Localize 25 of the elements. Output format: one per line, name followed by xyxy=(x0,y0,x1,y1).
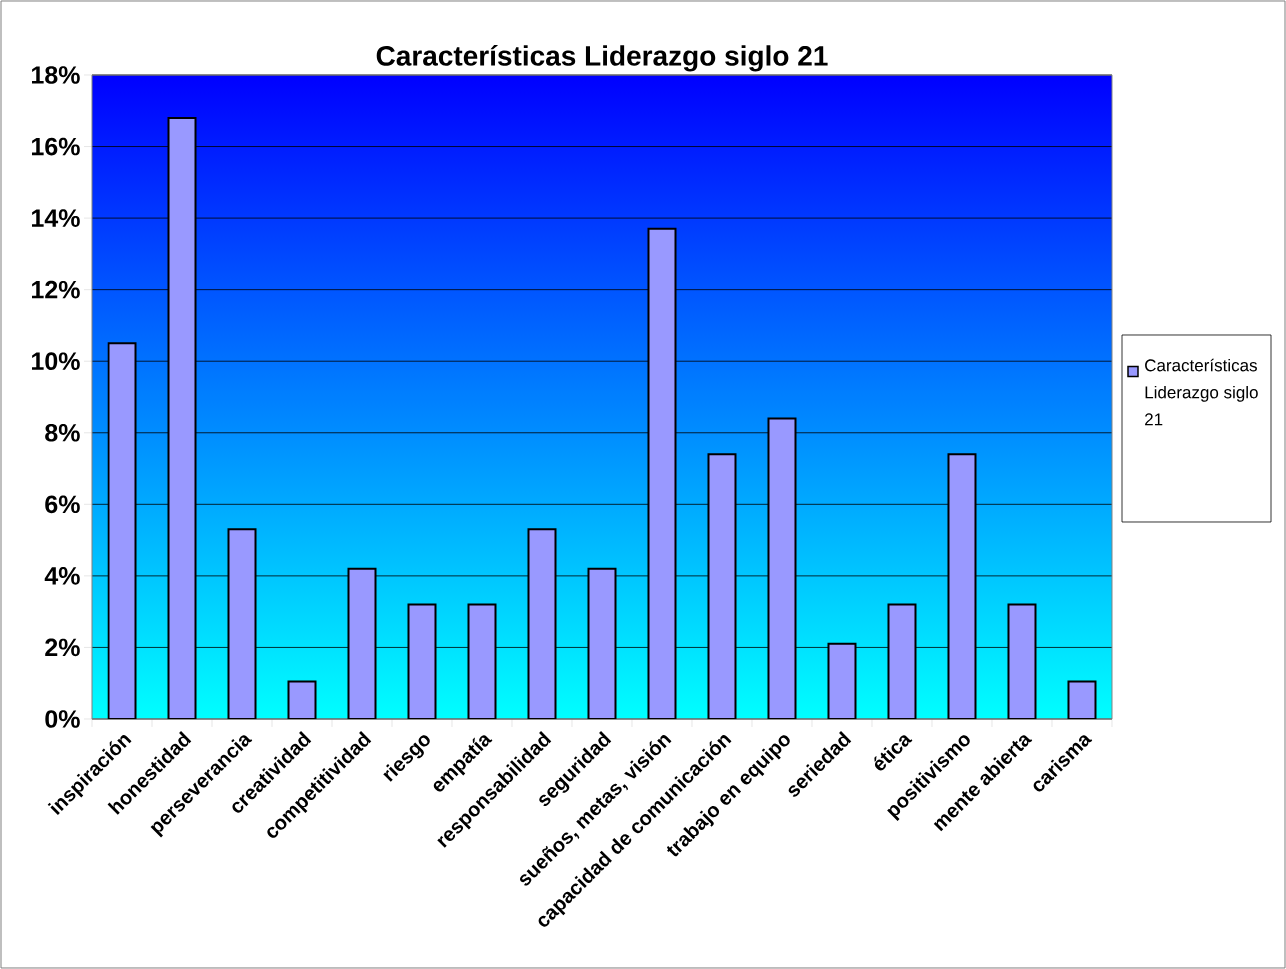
bar xyxy=(107,342,137,719)
bar xyxy=(527,528,557,719)
y-tick-label: 8% xyxy=(45,423,80,442)
bar xyxy=(587,567,617,719)
bar xyxy=(887,603,917,719)
bar xyxy=(707,453,737,719)
y-tick-label: 4% xyxy=(44,567,80,585)
bar xyxy=(1007,603,1037,719)
y-tick-label: 16% xyxy=(32,137,80,156)
bar xyxy=(767,417,797,719)
bar xyxy=(827,642,857,719)
y-tick-label: 2% xyxy=(45,638,80,657)
y-tick-label: 14% xyxy=(32,209,80,227)
bar xyxy=(647,227,677,719)
bar xyxy=(347,567,377,719)
y-tick-label: 10% xyxy=(32,352,80,371)
y-tick-label: 0% xyxy=(45,710,80,728)
text: Características Liderazgo siglo 21 xyxy=(1145,358,1258,426)
bar xyxy=(167,116,197,719)
bar xyxy=(947,453,977,719)
y-tick-label: 12% xyxy=(32,280,80,299)
bar xyxy=(227,528,257,719)
chart-title: Características Liderazgo siglo 21 xyxy=(376,44,828,72)
y-tick-label: 6% xyxy=(45,495,80,514)
y-tick-label: 18% xyxy=(32,66,80,84)
